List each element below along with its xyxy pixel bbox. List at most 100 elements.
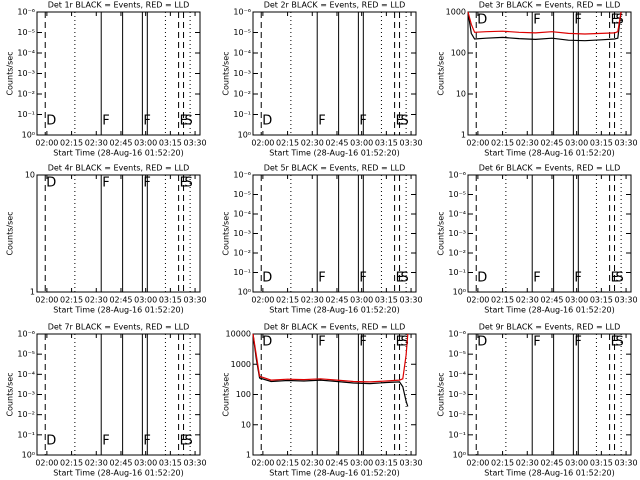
x-axis-label: Start Time (28-Aug-16 01:52:20) bbox=[269, 149, 400, 158]
plot-frame bbox=[36, 174, 201, 293]
y-tick-label: 100 bbox=[451, 49, 466, 58]
y-tick-label: 10⁰ bbox=[22, 451, 35, 460]
y-tick-label: 10⁻¹ bbox=[448, 430, 466, 439]
x-tick-label: 03:15 bbox=[159, 296, 182, 305]
y-tick-label: 10⁻² bbox=[233, 90, 251, 99]
x-tick-label: 02:15 bbox=[491, 296, 514, 305]
event-label: F bbox=[318, 271, 325, 286]
event-label: E bbox=[611, 13, 619, 28]
event-label: S bbox=[616, 335, 624, 350]
y-tick-label: 10000 bbox=[226, 330, 251, 339]
y-tick-label: 10⁻⁶ bbox=[448, 171, 466, 180]
x-tick-label: 02:45 bbox=[540, 296, 563, 305]
chart-title: Det 5r BLACK = Events, RED = LLD bbox=[264, 164, 406, 173]
x-tick-label: 02:45 bbox=[109, 139, 132, 148]
y-tick-label: 1 bbox=[246, 451, 251, 460]
y-tick-label: 10⁻⁴ bbox=[448, 370, 466, 379]
y-tick-label: 10⁻³ bbox=[448, 390, 466, 399]
x-tick-label: 02:30 bbox=[85, 459, 108, 468]
event-label: S bbox=[185, 176, 193, 191]
y-tick-label: 1000 bbox=[231, 360, 251, 369]
x-tick-label: 02:45 bbox=[109, 296, 132, 305]
y-tick-label: 10⁻⁵ bbox=[233, 190, 251, 199]
x-tick-label: 02:30 bbox=[516, 139, 539, 148]
y-tick-label: 10⁰ bbox=[238, 131, 251, 140]
x-tick-label: 02:00 bbox=[466, 139, 489, 148]
x-tick-label: 03:30 bbox=[615, 139, 638, 148]
y-tick-label: 10⁻⁵ bbox=[233, 28, 251, 37]
x-tick-label: 02:15 bbox=[276, 296, 299, 305]
y-axis-label: Counts/sec bbox=[6, 372, 15, 416]
x-tick-label: 03:15 bbox=[159, 459, 182, 468]
x-axis-label: Start Time (28-Aug-16 01:52:20) bbox=[269, 306, 400, 315]
y-tick-label: 10⁻² bbox=[17, 90, 35, 99]
y-axis-label: Counts/sec bbox=[437, 211, 446, 255]
x-tick-label: 03:15 bbox=[375, 296, 398, 305]
y-tick-label: 1000 bbox=[446, 8, 466, 17]
y-tick-label: 10 bbox=[241, 420, 251, 429]
data-line bbox=[467, 11, 622, 42]
event-label: D bbox=[46, 114, 56, 129]
event-label: D bbox=[46, 176, 56, 191]
y-tick-label: 10⁻⁴ bbox=[17, 49, 35, 58]
y-tick-label: 10⁻⁶ bbox=[17, 330, 35, 339]
event-label: S bbox=[401, 114, 409, 129]
y-tick-label: 1 bbox=[30, 288, 35, 297]
x-axis-label: Start Time (28-Aug-16 01:52:20) bbox=[53, 149, 184, 158]
event-label: F bbox=[533, 335, 540, 350]
y-tick-label: 10⁻⁵ bbox=[17, 28, 35, 37]
x-tick-label: 02:00 bbox=[251, 139, 274, 148]
x-tick-label: 02:15 bbox=[60, 139, 83, 148]
y-tick-label: 10⁻³ bbox=[448, 229, 466, 238]
event-label: S bbox=[185, 434, 193, 449]
x-tick-label: 02:00 bbox=[251, 296, 274, 305]
x-tick-label: 03:30 bbox=[615, 459, 638, 468]
event-label: D bbox=[477, 271, 487, 286]
x-tick-label: 03:00 bbox=[350, 139, 373, 148]
event-label: S bbox=[616, 271, 624, 286]
x-tick-label: 03:30 bbox=[400, 459, 423, 468]
x-tick-label: 03:30 bbox=[184, 296, 207, 305]
x-tick-label: 02:15 bbox=[491, 139, 514, 148]
x-tick-label: 02:45 bbox=[540, 139, 563, 148]
y-tick-label: 10⁻² bbox=[448, 249, 466, 258]
x-axis-label: Start Time (28-Aug-16 01:52:20) bbox=[269, 469, 400, 478]
x-tick-label: 02:15 bbox=[491, 459, 514, 468]
x-tick-label: 02:30 bbox=[301, 139, 324, 148]
event-label: F bbox=[533, 13, 540, 28]
event-label: D bbox=[262, 335, 272, 350]
x-tick-label: 03:15 bbox=[159, 139, 182, 148]
y-axis-label: Counts/sec bbox=[222, 211, 231, 255]
event-label: F bbox=[533, 271, 540, 286]
x-tick-label: 02:15 bbox=[60, 296, 83, 305]
x-tick-label: 02:15 bbox=[276, 139, 299, 148]
y-tick-label: 10⁰ bbox=[238, 288, 251, 297]
chart-title: Det 9r BLACK = Events, RED = LLD bbox=[479, 323, 621, 332]
chart-title: Det 4r BLACK = Events, RED = LLD bbox=[48, 164, 190, 173]
x-tick-label: 03:15 bbox=[590, 296, 613, 305]
x-tick-label: 03:00 bbox=[565, 459, 588, 468]
y-tick-label: 10 bbox=[456, 90, 466, 99]
x-tick-label: 02:30 bbox=[301, 296, 324, 305]
event-label: E bbox=[611, 335, 619, 350]
chart-title: Det 6r BLACK = Events, RED = LLD bbox=[479, 164, 621, 173]
x-tick-label: 03:00 bbox=[565, 139, 588, 148]
data-line bbox=[252, 333, 409, 383]
event-label: E bbox=[180, 114, 188, 129]
chart-title: Det 2r BLACK = Events, RED = LLD bbox=[264, 1, 406, 10]
x-tick-label: 02:30 bbox=[85, 139, 108, 148]
y-tick-label: 10⁻³ bbox=[17, 69, 35, 78]
y-tick-label: 10⁻⁶ bbox=[233, 8, 251, 17]
x-tick-label: 02:30 bbox=[301, 459, 324, 468]
chart-title: Det 1r BLACK = Events, RED = LLD bbox=[48, 1, 190, 10]
event-label: E bbox=[396, 335, 404, 350]
x-tick-label: 02:00 bbox=[35, 296, 58, 305]
x-tick-label: 03:30 bbox=[400, 139, 423, 148]
y-tick-label: 10⁻⁴ bbox=[17, 370, 35, 379]
event-label: E bbox=[180, 176, 188, 191]
x-axis-label: Start Time (28-Aug-16 01:52:20) bbox=[53, 306, 184, 315]
y-axis-label: Counts/sec bbox=[6, 211, 15, 255]
event-label: S bbox=[401, 271, 409, 286]
y-tick-label: 10⁰ bbox=[453, 288, 466, 297]
